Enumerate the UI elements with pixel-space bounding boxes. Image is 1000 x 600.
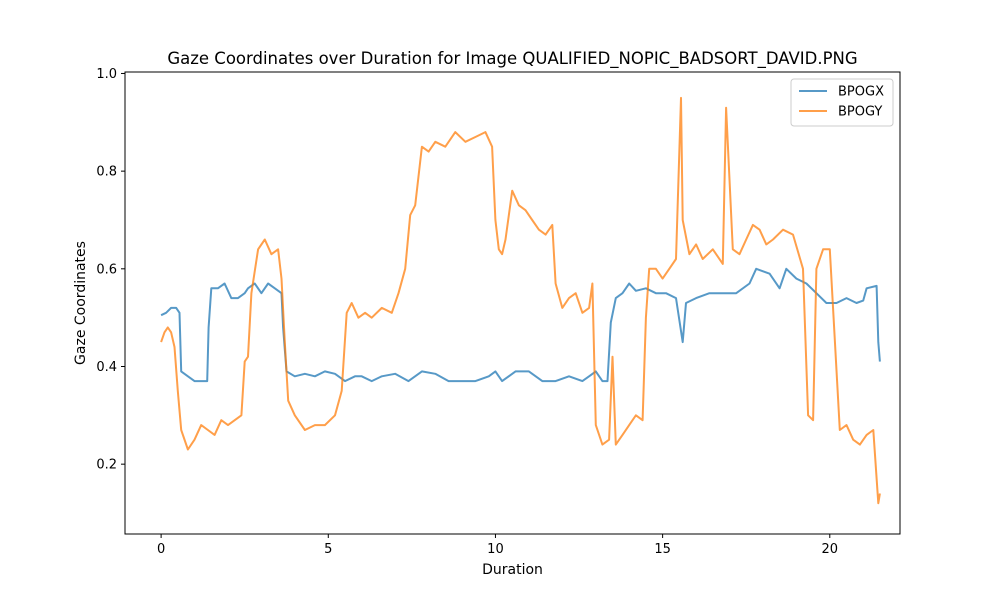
- y-tick-label: 0.8: [96, 165, 117, 180]
- x-tick-label: 5: [324, 542, 332, 557]
- series-line-bpogx: [160, 267, 881, 383]
- legend-label-bpogy: BPOGY: [838, 105, 882, 120]
- y-tick-label: 0.2: [96, 458, 117, 473]
- x-axis-title: Duration: [482, 562, 543, 578]
- legend: BPOGX BPOGY: [790, 78, 894, 127]
- plot-frame: [124, 71, 901, 535]
- y-axis-title: Gaze Coordinates: [73, 241, 89, 365]
- y-tick-label: 0.4: [96, 360, 117, 375]
- x-tick-label: 20: [822, 542, 839, 557]
- chart-title: Gaze Coordinates over Duration for Image…: [167, 49, 857, 69]
- y-tick-label: 1.0: [96, 67, 117, 82]
- y-axis: 0.2 0.4 0.6 0.8 1.0: [96, 67, 125, 473]
- series-layer: [160, 96, 881, 505]
- series-line-bpogy: [160, 96, 881, 505]
- x-axis: 0 5 10 15 20: [157, 534, 838, 557]
- legend-label-bpogx: BPOGX: [838, 85, 884, 100]
- x-tick-label: 15: [654, 542, 671, 557]
- y-tick-label: 0.6: [96, 262, 117, 277]
- x-tick-label: 0: [157, 542, 165, 557]
- x-tick-label: 10: [487, 542, 504, 557]
